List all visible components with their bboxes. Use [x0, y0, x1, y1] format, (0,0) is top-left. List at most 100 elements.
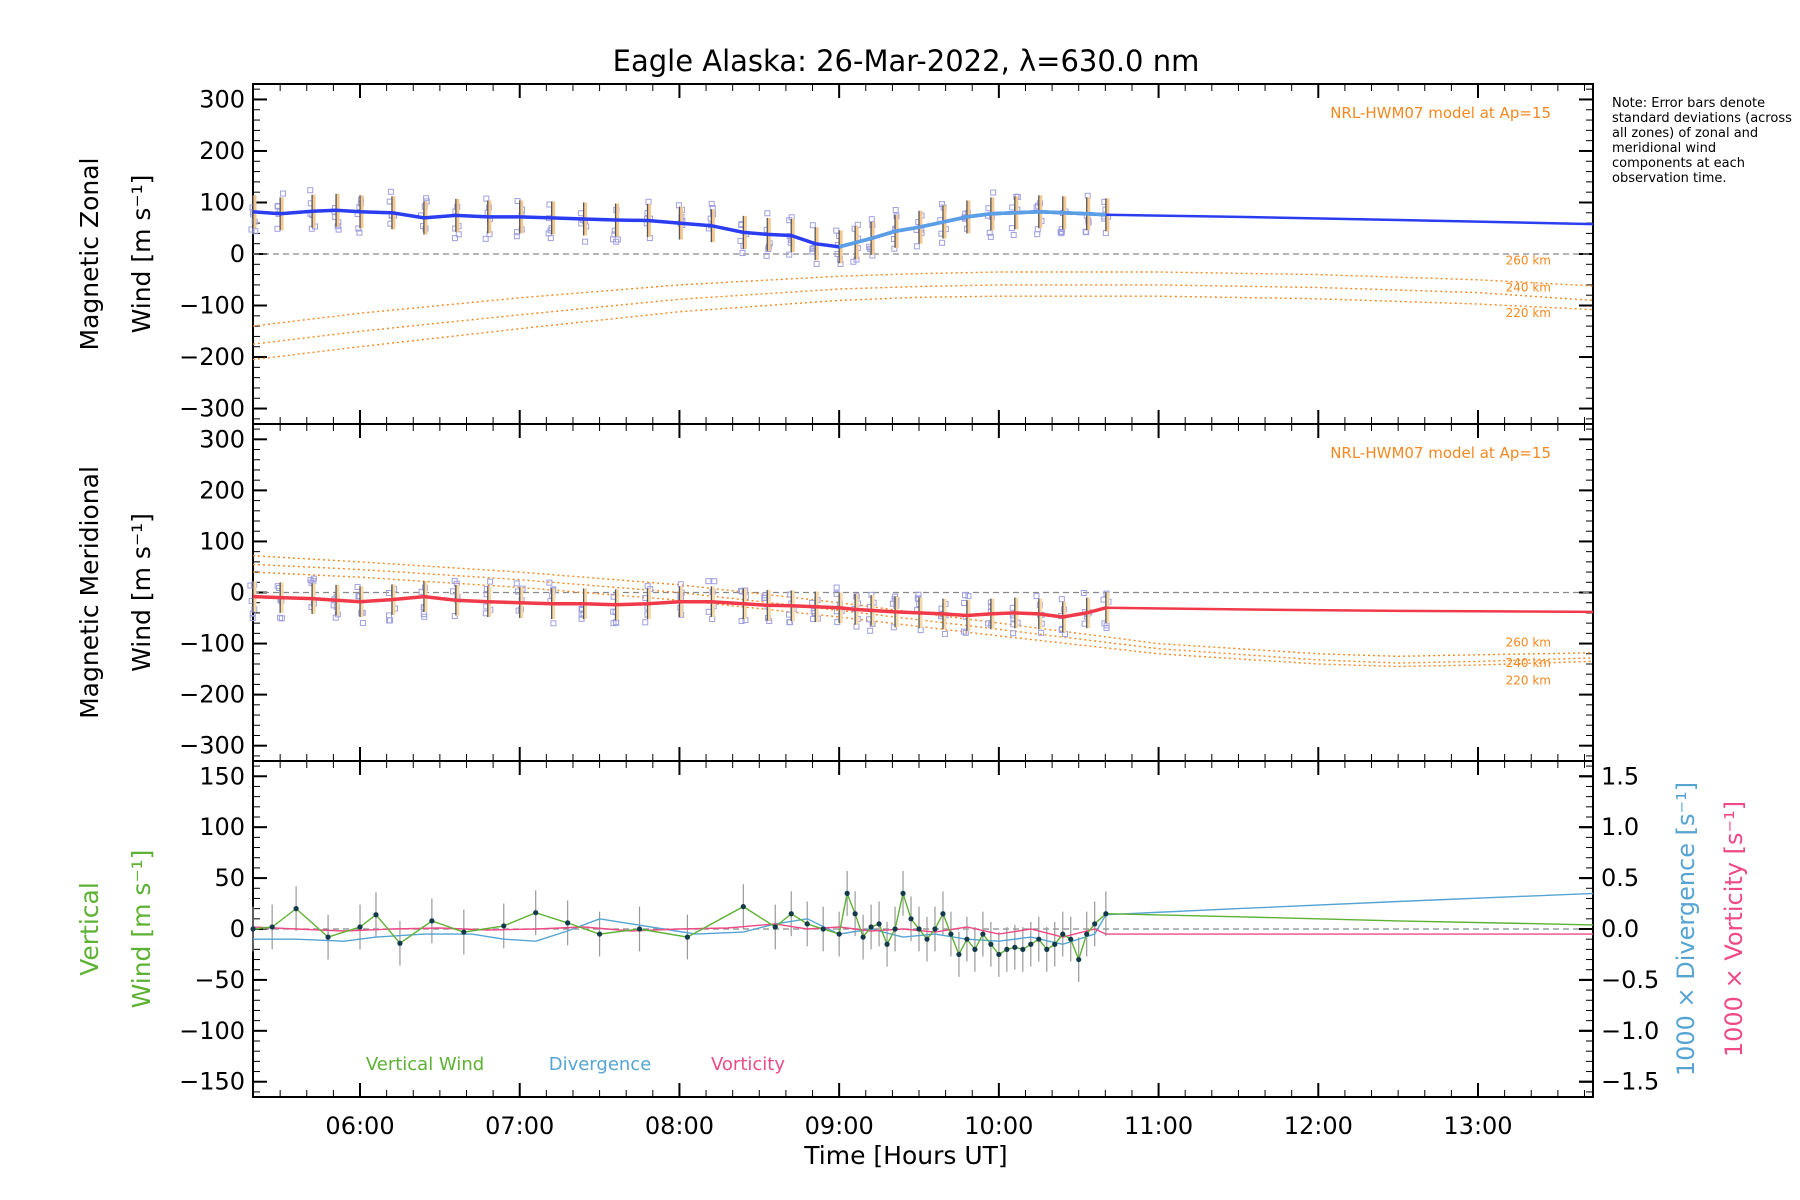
vertical-wind-point	[916, 926, 922, 932]
model-curve-0	[252, 271, 1594, 327]
zone-sample	[1058, 596, 1065, 603]
zone-sample	[965, 593, 972, 600]
vertical-wind-point	[1012, 944, 1018, 950]
legend-item-2: Vorticity	[711, 1054, 785, 1075]
x-tick-label: 11:00	[1124, 1112, 1193, 1140]
vertical-wind-point	[250, 926, 256, 932]
y-tick-label: −200	[179, 343, 245, 371]
vertical-wind-point	[996, 951, 1002, 958]
zone-sample	[513, 580, 520, 587]
meridional-wind-extension	[1105, 606, 1594, 614]
zone-sample	[354, 584, 361, 591]
zone-sample	[890, 624, 897, 631]
model-height-label: 260 km	[1506, 635, 1551, 649]
model-label: NRL-HWM07 model at Ap=15	[1330, 444, 1551, 462]
vertical-wind-point	[1028, 941, 1034, 947]
y-tick-label: 50	[214, 864, 245, 892]
zone-sample	[386, 617, 393, 624]
y-tick-label: 200	[199, 137, 245, 165]
zone-sample	[279, 190, 286, 197]
meridional-wind-line	[252, 594, 1107, 619]
vertical-wind-point	[820, 926, 826, 932]
zonal-wind-extension	[1105, 213, 1594, 226]
vertical-wind-point	[932, 926, 938, 932]
y-tick-label: −100	[179, 1017, 245, 1045]
divergence-line	[253, 914, 1107, 946]
y-tick-label: 300	[199, 425, 245, 453]
zone-sample	[941, 630, 948, 637]
vertical-wind-point	[860, 934, 866, 940]
zone-sample	[739, 250, 746, 257]
zone-sample	[359, 619, 366, 626]
vertical-wind-point	[740, 904, 746, 910]
y-tick-label: −200	[179, 681, 245, 709]
vertical-wind-line	[252, 890, 1107, 962]
y2-tick-label: −1.5	[1601, 1068, 1659, 1096]
zone-sample	[1034, 231, 1041, 238]
y-tick-label: −100	[179, 292, 245, 320]
vertical-wind-point	[852, 911, 858, 917]
zone-sample	[987, 233, 994, 240]
vertical-wind-point	[868, 924, 874, 930]
y2-tick-label: 1.0	[1601, 813, 1639, 841]
zone-sample	[961, 599, 968, 606]
vertical-wind-point	[357, 924, 363, 930]
x-axis-label: Time [Hours UT]	[803, 1141, 1007, 1170]
zone-sample	[487, 578, 494, 585]
zone-sample	[550, 620, 557, 627]
zone-sample	[274, 583, 281, 590]
vertical-wind-point	[900, 890, 906, 896]
vertical-wind-point	[876, 921, 882, 927]
y-tick-label: 100	[199, 813, 245, 841]
vertical-wind-point	[956, 951, 962, 958]
y-axis-label-line1: Magnetic Meridional	[75, 466, 104, 719]
zone-sample	[330, 602, 337, 609]
vertical-wind-point	[948, 931, 954, 937]
y2-axis-label-vorticity: 1000 × Vorticity [s⁻¹]	[1720, 801, 1748, 1057]
zone-sample	[915, 591, 922, 598]
zone-sample	[705, 608, 712, 615]
zone-sample	[990, 189, 997, 196]
y-axis-label-line2: Wind [m s⁻¹]	[127, 850, 156, 1009]
zone-sample	[738, 618, 745, 625]
zone-sample	[962, 629, 969, 636]
vertical-wind-point	[596, 931, 603, 937]
x-tick-label: 06:00	[325, 1112, 394, 1140]
zone-sample	[421, 613, 428, 620]
y2-tick-label: −0.5	[1601, 966, 1659, 994]
vertical-wind-point	[1068, 936, 1074, 942]
zone-sample	[642, 619, 649, 626]
zone-sample	[645, 198, 652, 205]
zone-sample	[613, 619, 620, 626]
zone-sample	[356, 229, 363, 236]
zone-sample	[1058, 230, 1065, 237]
vertical-wind-point	[565, 920, 571, 926]
vertical-wind-point	[804, 921, 810, 927]
zone-sample	[1101, 620, 1108, 627]
vertical-wind-point	[1044, 946, 1050, 952]
zone-sample	[513, 233, 520, 240]
zone-sample	[891, 245, 898, 252]
vertical-wind-point	[988, 941, 994, 947]
zone-sample	[423, 195, 430, 202]
vertical-wind-point	[892, 926, 898, 932]
vertical-wind-point	[461, 929, 467, 935]
zone-sample	[1038, 629, 1045, 636]
model-height-label: 240 km	[1506, 656, 1551, 670]
y-axis-label-line1: Magnetic Zonal	[75, 158, 104, 351]
x-tick-label: 12:00	[1284, 1112, 1353, 1140]
x-tick-label: 08:00	[645, 1112, 714, 1140]
zone-sample	[867, 627, 874, 634]
y-axis-label-line1: Vertical	[75, 882, 104, 976]
model-curve-1	[252, 284, 1594, 345]
zone-sample	[1033, 593, 1040, 600]
y2-axis-label-divergence: 1000 × Divergence [s⁻¹]	[1672, 782, 1700, 1076]
zone-sample	[786, 251, 793, 258]
zone-sample	[1034, 226, 1041, 233]
zone-sample	[939, 239, 946, 246]
model-height-label: 220 km	[1506, 674, 1551, 688]
zone-sample	[985, 205, 992, 212]
zone-sample	[809, 599, 816, 606]
model-height-label: 220 km	[1506, 306, 1551, 320]
zone-sample	[482, 235, 489, 242]
